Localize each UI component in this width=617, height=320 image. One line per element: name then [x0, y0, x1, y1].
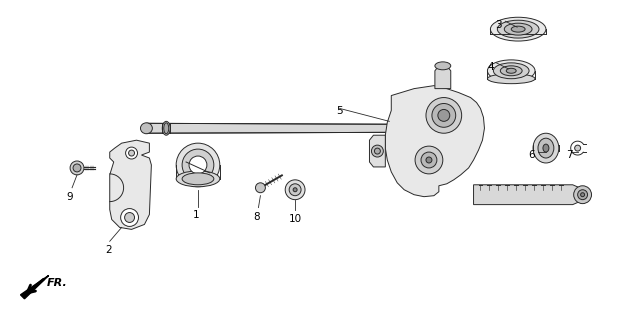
Ellipse shape — [189, 156, 207, 174]
Polygon shape — [474, 185, 582, 204]
Circle shape — [125, 212, 135, 222]
Circle shape — [128, 150, 135, 156]
Circle shape — [255, 183, 265, 193]
Circle shape — [426, 98, 462, 133]
Circle shape — [73, 164, 81, 172]
Ellipse shape — [494, 63, 529, 79]
Ellipse shape — [543, 144, 549, 152]
Circle shape — [421, 152, 437, 168]
Ellipse shape — [538, 138, 554, 158]
Text: 6: 6 — [528, 150, 535, 160]
Circle shape — [574, 186, 592, 204]
Polygon shape — [370, 135, 386, 167]
Circle shape — [371, 145, 383, 157]
Text: FR.: FR. — [46, 278, 67, 288]
Ellipse shape — [491, 17, 546, 41]
Circle shape — [121, 209, 138, 227]
Ellipse shape — [162, 121, 170, 135]
Ellipse shape — [285, 180, 305, 200]
Text: 10: 10 — [289, 213, 302, 224]
Circle shape — [432, 103, 456, 127]
Ellipse shape — [182, 149, 214, 181]
Circle shape — [581, 193, 584, 197]
Ellipse shape — [176, 143, 220, 187]
Circle shape — [126, 147, 138, 159]
Ellipse shape — [487, 60, 535, 82]
Ellipse shape — [500, 66, 522, 76]
Polygon shape — [20, 276, 49, 299]
Circle shape — [438, 109, 450, 121]
Circle shape — [375, 148, 380, 154]
Polygon shape — [110, 140, 151, 229]
Ellipse shape — [182, 173, 214, 185]
Text: 5: 5 — [336, 107, 342, 116]
Ellipse shape — [293, 188, 297, 192]
Ellipse shape — [497, 20, 539, 38]
Polygon shape — [435, 66, 451, 89]
Ellipse shape — [511, 26, 525, 32]
Ellipse shape — [487, 74, 535, 84]
Text: 7: 7 — [566, 150, 573, 160]
Circle shape — [574, 145, 581, 151]
Circle shape — [578, 190, 587, 200]
Ellipse shape — [176, 171, 220, 187]
Ellipse shape — [141, 123, 152, 134]
Ellipse shape — [435, 62, 451, 70]
Circle shape — [70, 161, 84, 175]
Text: 3: 3 — [495, 20, 502, 30]
Ellipse shape — [507, 68, 516, 73]
Polygon shape — [386, 86, 484, 197]
Ellipse shape — [164, 123, 168, 134]
Circle shape — [415, 146, 443, 174]
Ellipse shape — [504, 23, 532, 35]
Text: 1: 1 — [193, 210, 200, 220]
Text: 8: 8 — [254, 212, 260, 221]
Polygon shape — [146, 123, 414, 133]
Ellipse shape — [533, 133, 559, 163]
Text: 2: 2 — [105, 245, 112, 255]
Circle shape — [426, 157, 432, 163]
Text: 9: 9 — [66, 192, 73, 202]
Text: 4: 4 — [487, 62, 494, 72]
Ellipse shape — [289, 184, 301, 196]
